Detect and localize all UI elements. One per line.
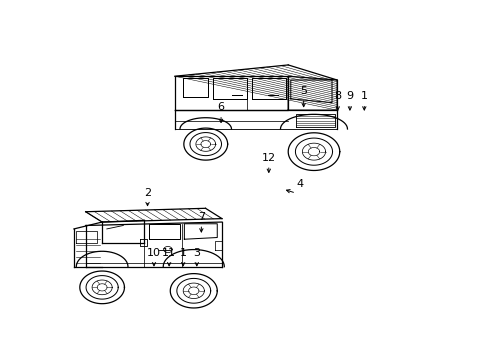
Text: 4: 4 [296,179,303,189]
Text: 8: 8 [333,91,341,102]
Text: 9: 9 [346,91,353,102]
Text: 2: 2 [143,188,151,198]
Text: 12: 12 [261,153,275,163]
Text: 7: 7 [197,212,204,222]
Text: 6: 6 [217,103,224,112]
Text: 3: 3 [193,248,200,258]
Text: 1: 1 [360,91,367,102]
Text: 11: 11 [162,248,176,258]
Text: 5: 5 [300,86,306,96]
Text: 1: 1 [179,248,186,258]
Text: 10: 10 [147,248,161,258]
